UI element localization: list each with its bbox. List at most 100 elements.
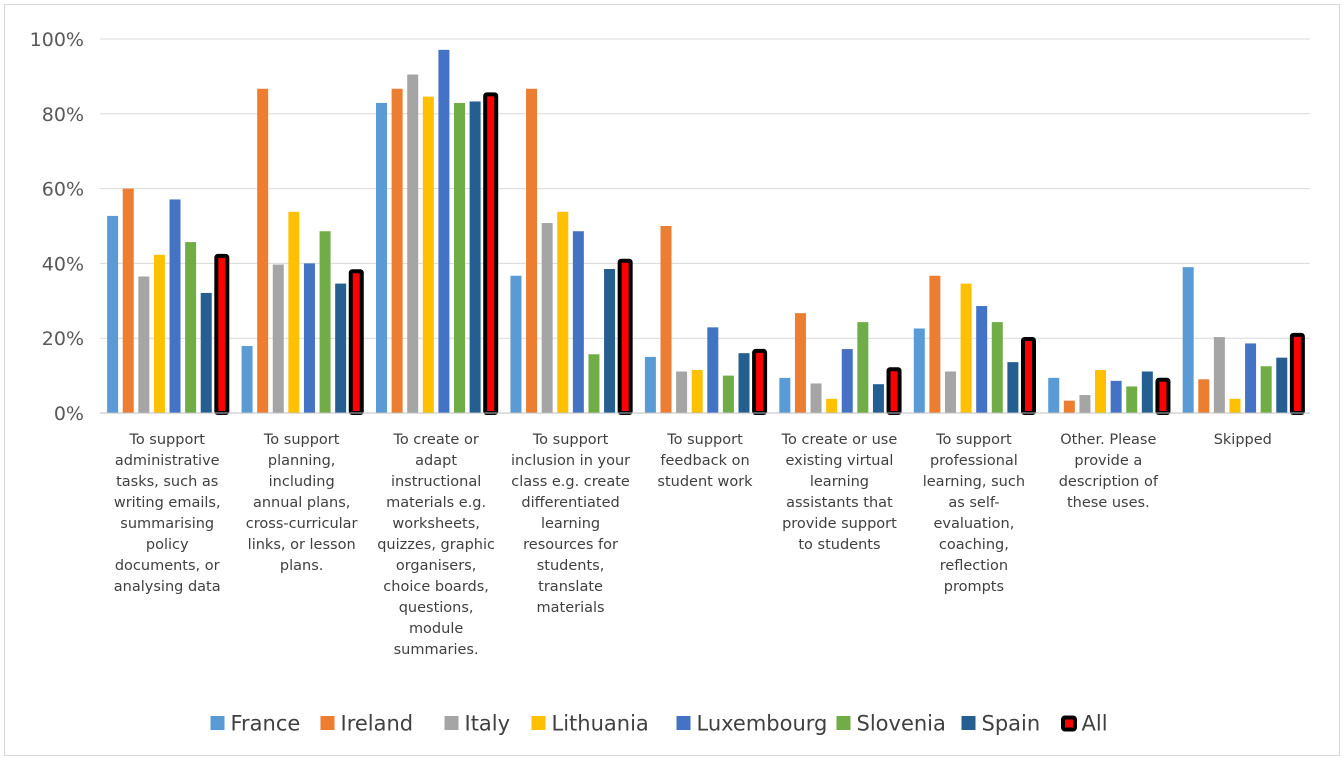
bar <box>391 88 403 413</box>
bar <box>185 242 197 413</box>
category-label: To support professional learning, such as s… <box>923 432 1025 595</box>
bar <box>257 88 269 413</box>
series-lithuania <box>153 96 1241 413</box>
bar <box>541 223 553 413</box>
bar <box>288 211 300 413</box>
bar <box>407 74 419 413</box>
bar <box>1245 343 1257 413</box>
legend-label: Ireland <box>341 712 414 736</box>
bar <box>588 354 600 413</box>
bar <box>122 188 134 413</box>
category-label: To support planning, including annual plans… <box>246 432 358 574</box>
legend-label: Lithuania <box>552 712 649 736</box>
bar <box>557 211 569 413</box>
category-label: Other. Please provide a description of thes… <box>1059 432 1159 511</box>
series-slovenia <box>185 102 1272 413</box>
bar <box>913 328 925 413</box>
bar <box>707 327 719 413</box>
bar <box>644 356 656 413</box>
bar <box>1079 395 1091 413</box>
legend-label: Slovenia <box>857 712 946 736</box>
legend-item-italy: Italy <box>444 712 511 736</box>
bar <box>929 275 941 413</box>
legend-item-slovenia: Slovenia <box>836 712 946 736</box>
category-label: To support feedback on student work <box>657 432 753 490</box>
bar <box>1095 369 1107 413</box>
legend-swatch <box>1061 715 1077 732</box>
bar <box>1007 362 1019 413</box>
bar <box>241 346 253 413</box>
bar <box>826 398 838 413</box>
bar <box>779 377 791 413</box>
category-label: Skipped <box>1214 432 1272 448</box>
bar <box>169 199 181 413</box>
series-ireland <box>122 88 1210 413</box>
bar <box>1141 371 1153 413</box>
bar <box>1048 377 1060 413</box>
legend-label: Italy <box>465 712 511 736</box>
bar <box>810 383 822 413</box>
bar <box>976 306 988 413</box>
bar <box>857 322 869 413</box>
legend-label: All <box>1082 712 1108 736</box>
legend-swatch <box>320 716 335 730</box>
category-label: To create or use existing virtual learning… <box>781 432 898 553</box>
bar <box>469 101 481 413</box>
bar <box>944 371 956 413</box>
bar <box>526 88 538 413</box>
legend-swatch <box>961 716 976 730</box>
bar <box>422 96 434 413</box>
y-tick-label: 20% <box>42 328 84 350</box>
bar <box>153 254 165 413</box>
bar <box>572 231 584 413</box>
legend-item-spain: Spain <box>961 712 1041 736</box>
bar <box>872 384 884 413</box>
legend-swatch <box>836 716 851 730</box>
bar <box>1182 267 1194 413</box>
legend-swatch <box>676 716 691 730</box>
gridlines <box>100 38 1310 339</box>
y-tick-label: 0% <box>54 403 84 425</box>
bar <box>1276 357 1288 413</box>
legend-item-lithuania: Lithuania <box>531 712 649 736</box>
y-tick-label: 100% <box>30 29 84 51</box>
bar <box>200 292 212 413</box>
series-france <box>107 102 1194 413</box>
bar <box>660 226 672 413</box>
legend-label: Spain <box>982 712 1041 736</box>
bar <box>991 322 1003 413</box>
bar <box>335 283 347 413</box>
y-tick-label: 60% <box>42 179 84 201</box>
bar <box>1213 337 1225 413</box>
legend-swatch <box>444 716 459 730</box>
bar <box>138 276 150 413</box>
bar <box>1063 400 1075 413</box>
bar <box>1229 398 1241 413</box>
bar <box>1260 366 1272 413</box>
bar <box>1126 386 1138 413</box>
series-italy <box>138 74 1225 413</box>
bar <box>272 264 284 413</box>
bar <box>691 369 703 413</box>
bar <box>510 275 522 413</box>
bar <box>604 269 616 413</box>
legend-swatch <box>210 716 225 730</box>
bar <box>794 313 806 413</box>
y-tick-label: 80% <box>42 104 84 126</box>
bar <box>1110 380 1122 413</box>
y-tick-label: 40% <box>42 253 84 275</box>
bar <box>676 371 688 413</box>
bar <box>841 349 853 413</box>
legend-label: France <box>231 712 301 736</box>
legend-item-luxembourg: Luxembourg <box>676 712 827 736</box>
series-spain <box>200 101 1288 413</box>
category-label: To support administrative tasks, such as wr… <box>114 432 221 595</box>
legend-swatch <box>531 716 546 730</box>
bar <box>722 375 734 413</box>
legend-item-all: All <box>1061 712 1108 736</box>
y-axis-tick-labels: 0% 20% 40% 60% 80% 100% <box>30 29 84 425</box>
legend: France Ireland Italy Lithuania Luxembourg Slo… <box>210 712 1108 736</box>
bar <box>303 263 315 413</box>
